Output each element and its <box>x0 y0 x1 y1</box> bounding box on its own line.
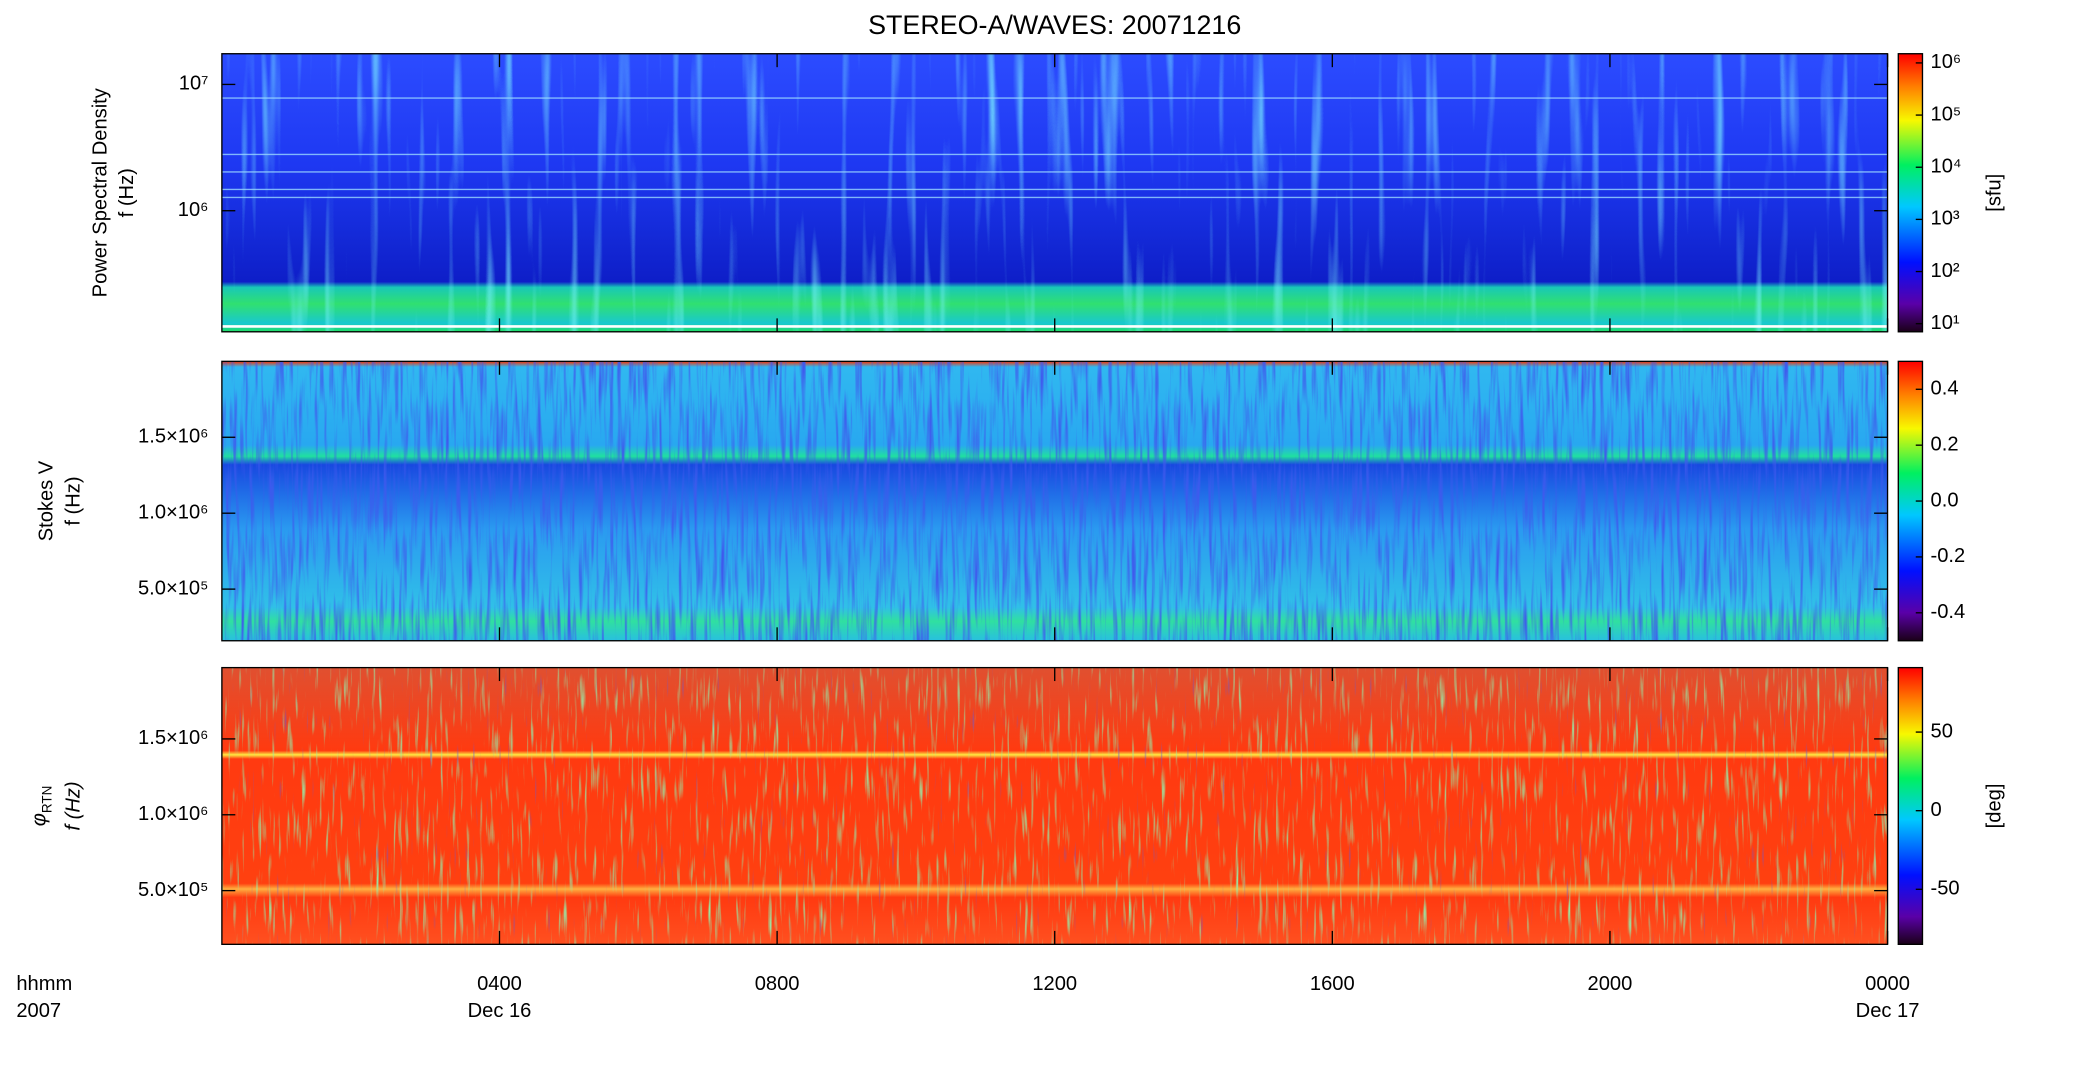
colorbar-tick-label: 0 <box>1931 799 1942 821</box>
y-tick-label: 5.0×10⁵ <box>138 879 208 901</box>
colorbar-tick-label: -0.4 <box>1931 601 1966 623</box>
colorbar-tick-label: 0.0 <box>1931 489 1959 511</box>
colorbar-tick-label: 50 <box>1931 720 1953 742</box>
plot-frame <box>221 53 1889 333</box>
colorbar-tick-label: 10⁴ <box>1931 156 1962 178</box>
colorbar-tick-label: -50 <box>1931 878 1960 900</box>
x-sublabel: Dec 17 <box>1856 1000 1920 1022</box>
y-tick-label: 10⁷ <box>179 73 209 95</box>
y-tick-label: 5.0×10⁵ <box>138 577 208 599</box>
y-axis-symbol: φ <box>29 813 51 826</box>
y-axis-label: f (Hz) <box>116 168 138 217</box>
y-tick-label: 10⁶ <box>178 199 209 221</box>
chart-title: STEREO-A/WAVES: 20071216 <box>868 10 1241 40</box>
x-tick-label: 1600 <box>1310 973 1355 995</box>
plot-frame <box>221 360 1889 642</box>
x-tick-label: 0800 <box>755 973 800 995</box>
x-tick-label: 0000 <box>1865 973 1910 995</box>
y-tick-label: 1.0×10⁶ <box>138 502 208 524</box>
colorbar-tick-label: 10⁵ <box>1931 103 1962 125</box>
x-axis-label: 2007 <box>16 1000 61 1022</box>
colorbar-tick-label: 10¹ <box>1931 312 1960 334</box>
colorbar-tick-label: 0.4 <box>1931 378 1959 400</box>
plot-frame <box>221 666 1889 945</box>
spectrogram-texture <box>221 53 1888 332</box>
y-tick-label: 1.0×10⁶ <box>138 803 208 825</box>
y-tick-label: 1.5×10⁶ <box>138 727 208 749</box>
x-tick-label: 1200 <box>1032 973 1077 995</box>
y-axis-subscript: RTN <box>39 786 54 813</box>
colorbar-tick-label: 10³ <box>1931 208 1960 230</box>
colorbar-tick-label: -0.2 <box>1931 545 1966 567</box>
colorbar-tick-label: 0.2 <box>1931 433 1959 455</box>
y-axis-label: Stokes V <box>36 460 58 541</box>
x-sublabel: Dec 16 <box>468 1000 532 1022</box>
y-axis-label: Power Spectral Density <box>89 87 111 297</box>
colorbar-label: [sfu] <box>1983 174 2005 212</box>
colorbar-tick-label: 10² <box>1931 260 1960 282</box>
colorbar <box>1897 53 1924 333</box>
x-axis-label: hhmm <box>16 973 72 995</box>
colorbar-tick-label: 10⁶ <box>1931 51 1962 73</box>
colorbar <box>1897 666 1924 945</box>
spectrogram-texture <box>221 667 1888 945</box>
spectrogram-lines <box>221 97 1888 199</box>
spectrogram-texture <box>221 361 1888 641</box>
y-axis-label: f (Hz) <box>62 476 84 525</box>
y-axis-label: φRTN <box>29 786 54 826</box>
colorbar-label: [deg] <box>1983 784 2005 829</box>
y-tick-label: 1.5×10⁶ <box>138 426 208 448</box>
y-axis-label: f (Hz) <box>62 781 84 830</box>
x-tick-label: 0400 <box>477 973 522 995</box>
x-tick-label: 2000 <box>1588 973 1633 995</box>
